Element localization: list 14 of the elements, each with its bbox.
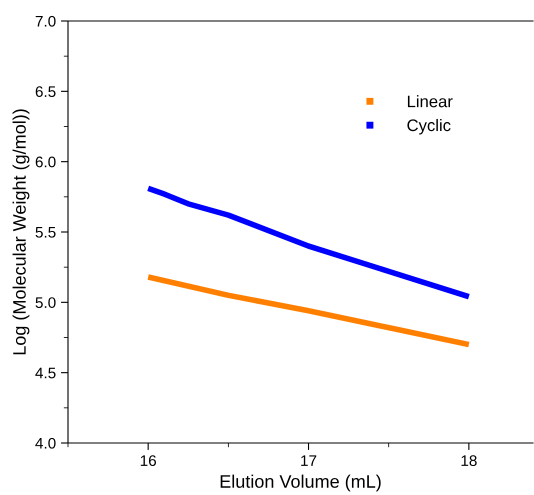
y-tick-label: 4.0 xyxy=(35,438,56,449)
legend-label: Cyclic xyxy=(407,118,451,134)
y-tick-label: 4.5 xyxy=(35,368,56,378)
y-tick-label: 6.5 xyxy=(36,86,56,98)
x-tick-label: 16 xyxy=(140,455,156,466)
y-axis-title: Log (Molecular Weight (g/mol)) xyxy=(12,109,30,354)
x-axis-title: Elution Volume (mL) xyxy=(220,474,381,492)
x-tick-label: 17 xyxy=(301,455,316,466)
legend-label: Linear xyxy=(408,95,453,108)
y-tick-label: 7.0 xyxy=(36,16,56,27)
y-tick-label: 6.0 xyxy=(36,156,56,168)
y-tick-label: 5.0 xyxy=(36,297,56,308)
x-tick-label: 18 xyxy=(462,455,477,466)
y-tick-label: 5.5 xyxy=(36,227,56,238)
